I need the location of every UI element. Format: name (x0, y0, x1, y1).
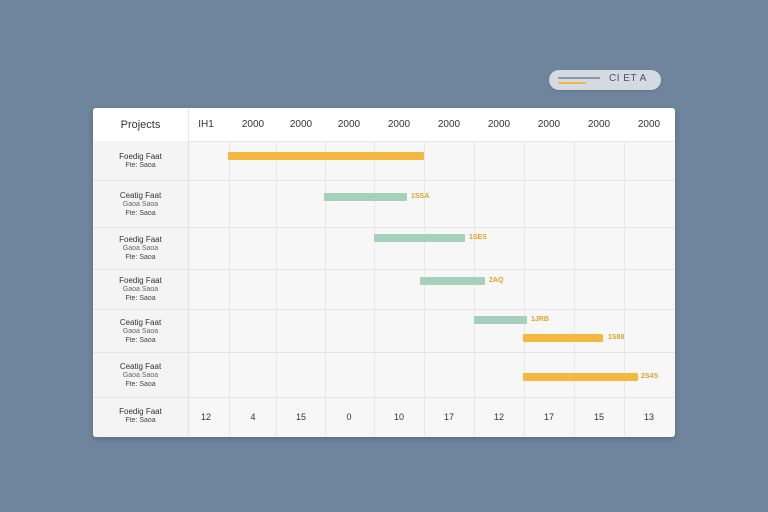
task-bar-label: 1SES (469, 234, 487, 241)
legend-label: CI ET A (609, 73, 647, 84)
task-bar[interactable] (228, 152, 424, 160)
legend-line-yellow (558, 82, 586, 84)
project-row-label: Ceatig Faat Gaoa Saoa Fte: Saoa (93, 313, 188, 349)
legend-pill[interactable]: CI ET A (549, 70, 661, 90)
project-row-label: Ceatig Faat Gaoa Saoa Fte: Saoa (93, 186, 188, 222)
column-header: 2000 (537, 119, 561, 130)
row-divider (93, 180, 675, 181)
task-bar[interactable] (523, 334, 603, 342)
row-divider (93, 352, 675, 353)
project-detail: Fte: Saoa (125, 209, 156, 217)
grid-line (424, 141, 425, 437)
footer-value: 13 (643, 412, 654, 422)
column-header: 2000 (241, 119, 265, 130)
project-row-label: Foedig Faat Fte: Saoa (93, 146, 188, 176)
project-detail: Fte: Saoa (125, 380, 156, 388)
task-bar[interactable] (324, 193, 407, 201)
column-header: 2000 (487, 119, 511, 130)
project-name: Foedig Faat (119, 407, 162, 416)
project-row-label: Foedig Faat Fte: Saoa (93, 402, 188, 430)
project-subname: Gaoa Saoa (122, 327, 159, 335)
grid-line (229, 141, 230, 437)
task-bar[interactable] (474, 316, 527, 324)
project-subname: Gaoa Saoa (122, 285, 159, 293)
task-bar[interactable] (374, 234, 465, 242)
projects-header: Projects (93, 108, 189, 141)
task-bar[interactable] (420, 277, 485, 285)
column-header: 2000 (637, 119, 661, 130)
task-bar-label: 1S88 (608, 334, 625, 341)
footer-value: 12 (493, 412, 504, 422)
footer-value: 15 (593, 412, 604, 422)
footer-value: 4 (250, 412, 256, 422)
task-bar[interactable] (523, 373, 638, 381)
project-detail: Fte: Saoa (125, 162, 156, 169)
grid-line (524, 141, 525, 437)
task-bar-label: 1SSA (411, 193, 430, 200)
gantt-table: Projects IH1 2000 2000 2000 2000 2000 20… (93, 108, 675, 437)
footer-value: 15 (295, 412, 306, 422)
task-bar-label: 2S4S (641, 373, 659, 380)
project-row-label: Ceatig Faat Gaoa Saoa Fte: Saoa (93, 356, 188, 394)
project-detail: Fte: Saoa (125, 294, 156, 302)
project-row-label: Foedig Faat Gaoa Saoa Fte: Saoa (93, 272, 188, 306)
task-bar-label: 2AQ (489, 277, 504, 284)
project-detail: Fte: Saoa (125, 336, 156, 344)
grid-line (474, 141, 475, 437)
project-name: Ceatig Faat (119, 317, 162, 327)
column-header: 2000 (437, 119, 461, 130)
row-divider (93, 227, 675, 228)
table-header: Projects IH1 2000 2000 2000 2000 2000 20… (93, 108, 675, 142)
row-divider (93, 269, 675, 270)
project-subname: Gaoa Saoa (122, 244, 159, 252)
project-name: Foedig Faat (119, 234, 162, 244)
project-detail: Fte: Saoa (125, 253, 156, 261)
column-header: 2000 (587, 119, 611, 130)
footer-value: 17 (443, 412, 454, 422)
column-header: 2000 (387, 119, 411, 130)
task-bar-label: 1JRB (531, 316, 549, 323)
project-row-label: Foedig Faat Gaoa Saoa Fte: Saoa (93, 230, 188, 266)
footer-value: 17 (543, 412, 554, 422)
row-label-column (93, 141, 189, 437)
legend-line-gray (558, 77, 600, 79)
project-name: Foedig Faat (119, 275, 162, 285)
footer-value: 10 (393, 412, 404, 422)
row-divider (93, 309, 675, 310)
column-header: 2000 (337, 119, 361, 130)
grid-line (325, 141, 326, 437)
project-name: Foedig Faat (119, 152, 162, 161)
project-name: Ceatig Faat (119, 361, 162, 371)
project-subname: Gaoa Saoa (122, 371, 159, 379)
column-header: IH1 (198, 119, 214, 130)
grid-line (276, 141, 277, 437)
grid-line (574, 141, 575, 437)
project-subname: Gaoa Saoa (122, 200, 159, 208)
grid-line (374, 141, 375, 437)
column-header: 2000 (289, 119, 313, 130)
footer-value: 0 (346, 412, 352, 422)
row-divider (93, 397, 675, 398)
grid-line (624, 141, 625, 437)
project-name: Ceatig Faat (119, 190, 162, 200)
project-detail: Fte: Saoa (125, 417, 156, 424)
footer-value: 12 (200, 412, 211, 422)
